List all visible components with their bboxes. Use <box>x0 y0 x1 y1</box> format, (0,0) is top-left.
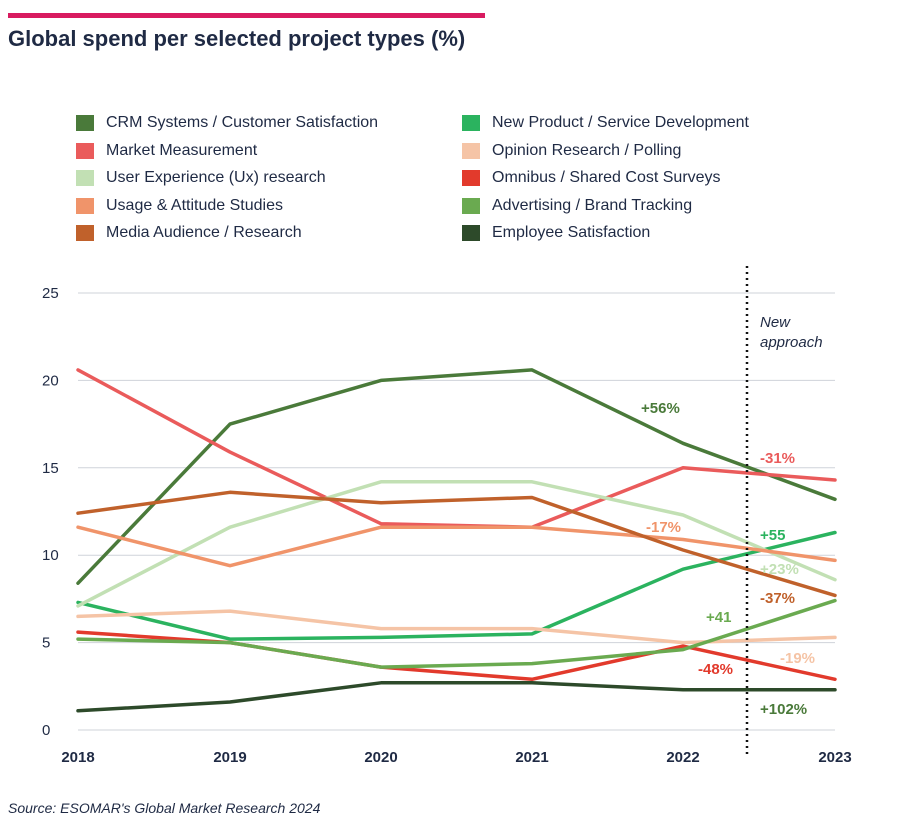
x-tick-label: 2020 <box>364 749 397 766</box>
y-tick-label: 25 <box>42 285 59 302</box>
legend-item-ux: User Experience (Ux) research <box>76 169 326 187</box>
change-annotation: +102% <box>760 701 807 718</box>
x-tick-label: 2021 <box>515 749 548 766</box>
change-annotation: -17% <box>646 519 681 536</box>
legend-label-advertising: Advertising / Brand Tracking <box>492 197 693 214</box>
x-axis-ticks: 2018 2019 2020 2021 2022 2023 <box>61 749 851 766</box>
chart-legend: CRM Systems / Customer Satisfaction Mark… <box>0 0 910 260</box>
y-tick-label: 20 <box>42 372 59 389</box>
y-axis-ticks: 0 5 10 15 20 25 <box>42 285 59 739</box>
legend-swatch-crm <box>76 115 94 131</box>
legend-item-media-audience: Media Audience / Research <box>76 224 302 242</box>
change-annotation: +56% <box>641 400 680 417</box>
series-line-1 <box>76 530 837 641</box>
change-annotation: +23% <box>760 561 799 578</box>
change-annotation: -19% <box>780 650 815 667</box>
legend-swatch-new-product <box>462 115 480 131</box>
legend-swatch-omnibus <box>462 170 480 186</box>
legend-label-ux: User Experience (Ux) research <box>106 169 326 186</box>
new-approach-label-line2: approach <box>760 334 823 351</box>
legend-label-employee-satisfaction: Employee Satisfaction <box>492 224 651 241</box>
legend-swatch-ux <box>76 170 94 186</box>
source-note: Source: ESOMAR's Global Market Research … <box>8 800 321 816</box>
title-accent-bar <box>8 13 485 18</box>
legend-item-crm: CRM Systems / Customer Satisfaction <box>76 114 378 132</box>
legend-swatch-usage-attitude <box>76 198 94 214</box>
legend-label-market-measurement: Market Measurement <box>106 142 258 159</box>
legend-item-employee-satisfaction: Employee Satisfaction <box>462 224 650 242</box>
change-annotation: +41 <box>706 609 731 626</box>
legend-item-omnibus: Omnibus / Shared Cost Surveys <box>462 169 721 187</box>
x-tick-label: 2018 <box>61 749 94 766</box>
legend-item-market-measurement: Market Measurement <box>76 142 257 160</box>
change-annotations: +56% -31% -17% +55 +23% -37% +41 -48% -19% +102% <box>641 400 815 718</box>
legend-label-new-product: New Product / Service Development <box>492 114 749 131</box>
legend-swatch-market-measurement <box>76 143 94 159</box>
change-annotation: +55 <box>760 527 785 544</box>
legend-item-usage-attitude: Usage & Attitude Studies <box>76 197 283 215</box>
series-line-4 <box>76 480 837 608</box>
legend-label-omnibus: Omnibus / Shared Cost Surveys <box>492 169 721 186</box>
series-line-8 <box>76 490 837 598</box>
legend-label-crm: CRM Systems / Customer Satisfaction <box>106 114 379 131</box>
legend-item-advertising: Advertising / Brand Tracking <box>462 197 692 215</box>
legend-label-media-audience: Media Audience / Research <box>106 224 302 241</box>
change-annotation: -31% <box>760 450 795 467</box>
legend-item-opinion-research: Opinion Research / Polling <box>462 142 681 160</box>
x-tick-label: 2019 <box>213 749 246 766</box>
legend-swatch-advertising <box>462 198 480 214</box>
y-tick-label: 15 <box>42 460 59 477</box>
series-line-6 <box>76 525 837 568</box>
series-line-7 <box>76 598 837 669</box>
legend-swatch-opinion-research <box>462 143 480 159</box>
y-tick-label: 5 <box>42 635 50 652</box>
legend-label-opinion-research: Opinion Research / Polling <box>492 142 682 159</box>
y-tick-label: 10 <box>42 547 59 564</box>
x-tick-label: 2022 <box>666 749 699 766</box>
series-line-0 <box>76 368 837 585</box>
y-tick-label: 0 <box>42 722 50 739</box>
change-annotation: -48% <box>698 661 733 678</box>
new-approach-label-line1: New <box>760 314 791 331</box>
series-line-2 <box>76 368 837 529</box>
series-line-9 <box>76 681 837 713</box>
change-annotation: -37% <box>760 590 795 607</box>
legend-swatch-media-audience <box>76 225 94 241</box>
page-title: Global spend per selected project types … <box>8 26 466 51</box>
series-lines <box>76 368 837 713</box>
legend-item-new-product: New Product / Service Development <box>462 114 749 132</box>
legend-label-usage-attitude: Usage & Attitude Studies <box>106 197 283 214</box>
x-tick-label: 2023 <box>818 749 851 766</box>
legend-swatch-employee-satisfaction <box>462 225 480 241</box>
